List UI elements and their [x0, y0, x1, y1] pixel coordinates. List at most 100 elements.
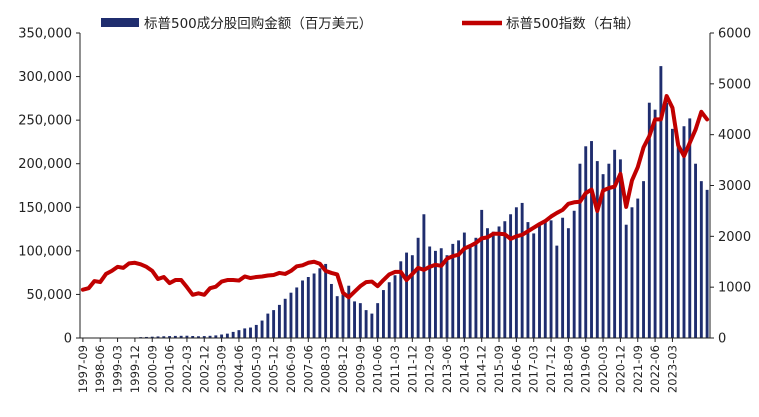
- bar: [688, 118, 692, 339]
- bar: [532, 233, 536, 338]
- left-tick-label: 0: [64, 332, 72, 347]
- legend: 标普500成分股回购金额（百万美元） 标普500指数（右轴）: [101, 16, 640, 32]
- x-tick-label: 2008-12: [336, 345, 350, 393]
- bar: [699, 181, 703, 338]
- x-tick-label: 2007-06: [301, 345, 315, 393]
- bar: [277, 304, 281, 338]
- x-tick-label: 2009-09: [353, 345, 367, 393]
- bar: [578, 163, 582, 338]
- bar: [156, 336, 160, 338]
- x-tick-label: 2014-12: [475, 345, 489, 393]
- axes: 0 50,000 100,000 150,000 200,000 250,000 300,0…: [18, 27, 751, 394]
- x-tick-label: 1997-09: [76, 345, 90, 393]
- bar: [682, 126, 686, 339]
- bar: [162, 336, 166, 338]
- bar: [353, 301, 356, 338]
- bar: [676, 146, 680, 338]
- bar: [202, 336, 206, 338]
- bar: [509, 214, 513, 338]
- bar: [514, 207, 518, 338]
- legend-label-sp500: 标普500指数（右轴）: [506, 16, 640, 32]
- bar: [399, 261, 403, 338]
- bar: [491, 231, 495, 338]
- left-tick-label: 350,000: [18, 27, 72, 42]
- bar: [191, 336, 195, 338]
- bar: [630, 207, 634, 338]
- bar: [705, 189, 709, 338]
- bar: [566, 228, 570, 338]
- left-tick-label: 200,000: [18, 157, 72, 172]
- bar: [237, 330, 241, 338]
- bar: [318, 268, 322, 338]
- bar: [520, 202, 524, 338]
- x-tick-label: 2015-09: [492, 345, 506, 393]
- legend-label-buyback: 标普500成分股回购金额（百万美元）: [144, 16, 372, 32]
- bar: [266, 313, 270, 338]
- bar: [462, 232, 466, 338]
- bar: [301, 280, 304, 338]
- bar: [376, 303, 380, 338]
- x-tick-label: 2013-06: [440, 345, 454, 393]
- bar: [503, 221, 507, 338]
- right-tick-label: 5000: [718, 77, 751, 92]
- bar: [197, 336, 200, 338]
- x-tick-label: 2002-12: [197, 345, 211, 393]
- bar: [208, 335, 212, 338]
- bar: [405, 252, 408, 338]
- bar: [214, 335, 218, 338]
- x-tick-label: 2000-09: [145, 345, 159, 393]
- bar: [653, 109, 657, 338]
- bar: [283, 298, 287, 338]
- bar: [665, 102, 669, 339]
- right-tick-label: 3000: [718, 179, 751, 194]
- bar: [428, 246, 432, 338]
- bar: [526, 222, 530, 338]
- bar: [150, 336, 154, 338]
- bar: [289, 292, 293, 338]
- bar: [370, 313, 374, 338]
- x-tick-label: 2001-06: [163, 345, 177, 393]
- bar: [312, 273, 316, 338]
- x-tick-label: 2018-09: [561, 345, 575, 393]
- bar: [260, 320, 264, 338]
- bar: [601, 174, 605, 338]
- bar: [670, 128, 674, 338]
- x-tick-label: 2017-03: [527, 345, 541, 393]
- bar: [613, 149, 617, 338]
- bar: [451, 243, 455, 338]
- bar: [497, 226, 501, 338]
- bar: [387, 282, 391, 338]
- x-tick-label: 2022-06: [648, 345, 662, 393]
- bar: [543, 221, 547, 338]
- bar: [324, 263, 328, 338]
- x-tick-label: 2005-12: [267, 345, 281, 393]
- x-tick-label: 2006-09: [284, 345, 298, 393]
- bar: [590, 141, 593, 338]
- x-tick-label: 2023-03: [665, 345, 679, 393]
- bar: [561, 217, 565, 338]
- bar: [642, 181, 645, 338]
- legend-swatch-bar: [101, 18, 139, 27]
- line-series-layer: [80, 94, 710, 300]
- bar: [659, 66, 663, 339]
- bar: [618, 159, 622, 338]
- left-tick-label: 300,000: [18, 70, 72, 85]
- bar: [410, 255, 414, 338]
- bar: [231, 331, 235, 338]
- right-tick-label: 4000: [718, 128, 751, 143]
- x-tick-label: 1999-03: [111, 345, 125, 393]
- bar: [445, 255, 449, 338]
- bar: [549, 220, 553, 338]
- bar: [555, 245, 559, 338]
- bar: [572, 210, 576, 338]
- x-tick-label: 2004-06: [232, 345, 246, 393]
- bar: [295, 287, 299, 338]
- x-tick-label: 2003-09: [215, 345, 229, 393]
- bar: [168, 336, 172, 338]
- bar: [272, 310, 276, 338]
- x-tick-label: 2011-03: [388, 345, 402, 393]
- bar-series: [139, 66, 709, 339]
- bar: [173, 335, 177, 338]
- bar: [341, 294, 345, 338]
- x-tick-label: 2012-09: [423, 345, 437, 393]
